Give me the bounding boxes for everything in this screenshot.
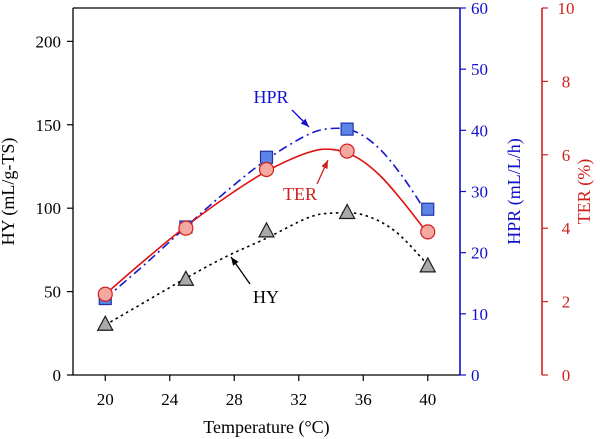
ter-tick-label: 10 [558, 0, 575, 18]
ter-annotation-label: TER [283, 184, 317, 204]
x-axis-title: Temperature (°C) [203, 417, 329, 438]
hpr-tick-label: 10 [471, 305, 488, 324]
series-ter-fit-line [104, 148, 429, 295]
hy-annotation-arrow-head [231, 257, 239, 266]
series-hpr-point [421, 202, 435, 216]
hpr-tick-label: 30 [471, 183, 488, 202]
series-hpr-point [340, 122, 354, 136]
x-tick-label: 20 [97, 390, 114, 409]
series-hy-point [419, 256, 437, 273]
hpr-tick-label: 50 [471, 60, 488, 79]
hy-annotation-label: HY [253, 287, 279, 307]
hpr-tick-label: 60 [471, 0, 488, 18]
hy-tick-label: 200 [36, 32, 62, 51]
hpr-annotation-arrow-head [300, 118, 309, 127]
series-hy-point [257, 221, 276, 238]
ter-tick-label: 0 [562, 366, 571, 385]
hy-tick-label: 0 [53, 366, 62, 385]
series-hy-point [338, 203, 356, 220]
hpr-tick-label: 20 [471, 244, 488, 263]
x-tick-label: 36 [355, 390, 372, 409]
x-tick-label: 40 [419, 390, 436, 409]
series-hpr-point [259, 150, 274, 164]
series-ter-point [258, 161, 275, 178]
ter-tick-label: 6 [562, 146, 571, 165]
series-hy-point [177, 269, 195, 286]
series-ter-point [178, 220, 194, 236]
x-tick-label: 28 [226, 390, 243, 409]
ter-tick-label: 8 [562, 72, 571, 91]
series-ter-point [97, 286, 113, 302]
series-hpr-fit-line [104, 127, 429, 300]
hpr-annotation-label: HPR [253, 87, 288, 107]
hy-tick-label: 100 [36, 199, 62, 218]
ter-axis-title: TER (%) [574, 159, 595, 224]
x-tick-label: 32 [290, 390, 307, 409]
series-ter-point [339, 143, 355, 159]
x-tick-label: 24 [161, 390, 179, 409]
hpr-tick-label: 0 [471, 366, 480, 385]
series-ter-point [420, 224, 436, 240]
hy-axis-title: HY (mL/g-TS) [0, 138, 19, 246]
hy-tick-label: 150 [36, 116, 62, 135]
series-hy-point [96, 315, 114, 331]
ter-tick-label: 2 [562, 293, 571, 312]
hy-tick-label: 50 [44, 283, 61, 302]
hpr-axis-title: HPR (mL/L/h) [504, 138, 525, 245]
ter-annotation-arrow-head [321, 160, 328, 169]
hpr-tick-label: 40 [471, 121, 488, 140]
ter-tick-label: 4 [562, 219, 571, 238]
